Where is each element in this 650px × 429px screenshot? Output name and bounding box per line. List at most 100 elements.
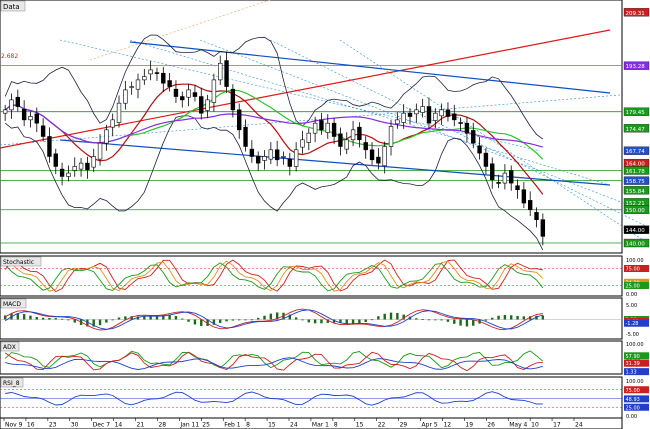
- macd-histogram-bar: [174, 316, 178, 320]
- rsi-lines: [0, 389, 622, 408]
- candle-body: [502, 172, 508, 184]
- price-tag-label: 140.00: [626, 242, 646, 248]
- tag-box-0: [624, 265, 649, 272]
- macd-histogram-bar: [162, 314, 165, 320]
- x-tick-label: 17: [553, 422, 561, 429]
- candle-body: [230, 88, 236, 111]
- tag-box-2: [624, 403, 649, 411]
- x-tick-label: 24: [290, 422, 298, 429]
- macd-histogram-bar: [67, 319, 70, 321]
- macd-histogram-bar: [421, 319, 424, 320]
- macd-histogram-bar: [48, 318, 51, 320]
- tag-box-1: [624, 395, 649, 403]
- band-lower: [4, 115, 544, 251]
- macd-histogram-bar: [294, 317, 298, 320]
- candle-body: [28, 116, 33, 121]
- macd-histogram-bar: [168, 314, 171, 320]
- tag-box-1: [624, 359, 649, 367]
- bollinger-bands: [4, 34, 544, 251]
- macd-histogram-bar: [383, 313, 386, 320]
- macd-frame: [0, 297, 623, 340]
- macd-histogram-bar: [503, 314, 507, 320]
- price-tag-box-6: [623, 166, 650, 175]
- candle-body: [53, 153, 58, 167]
- adx-title: ADX: [3, 344, 16, 351]
- candle-body: [420, 106, 425, 113]
- macd-histogram-bar: [193, 319, 197, 325]
- adx-lines: [4, 350, 544, 372]
- blue-resistance-line: [129, 41, 611, 94]
- macd-histogram-bar: [16, 313, 20, 320]
- price-tag-label: 150.00: [626, 208, 646, 214]
- candle-body: [211, 79, 217, 103]
- macd-histogram-bar: [225, 319, 228, 322]
- price-tag-box-11: [623, 225, 650, 234]
- candle-body: [521, 189, 527, 204]
- x-tick-label: 21: [137, 422, 145, 429]
- x-tick-label: 28: [158, 422, 166, 429]
- price-tag-box-4: [623, 146, 650, 155]
- candle-body: [395, 119, 400, 125]
- candle-body: [180, 96, 185, 101]
- main-panel-title-box: [0, 0, 26, 12]
- macd-histogram-bar: [105, 319, 108, 323]
- x-tick-label: Nov 9: [5, 422, 23, 429]
- candle-body: [59, 168, 65, 177]
- candle-body: [382, 146, 387, 167]
- macd-histogram-bar: [522, 316, 526, 320]
- x-tick-label: 19: [465, 422, 473, 429]
- macd-histogram-bar: [269, 313, 273, 320]
- macd-histogram-bar: [402, 314, 405, 320]
- candle-body: [205, 99, 210, 111]
- x-tick-label: 25: [202, 422, 210, 429]
- macd-histogram-bar: [339, 319, 342, 323]
- price-levels: [0, 65, 622, 244]
- price-tag-box-3: [623, 124, 650, 133]
- blue-support-line: [59, 139, 611, 186]
- candle-body: [357, 126, 362, 141]
- x-tick-label: 15: [268, 422, 276, 429]
- candle-body: [338, 133, 343, 147]
- candle-body: [135, 79, 141, 90]
- macd-histogram-bar: [200, 319, 203, 326]
- macd-histogram-bar: [238, 319, 241, 321]
- tag-label: 57.90: [626, 354, 640, 360]
- x-tick-label: 23: [49, 422, 57, 429]
- price-tag-box-10: [623, 205, 650, 214]
- macd-histogram-bar: [92, 319, 95, 327]
- price-tag-box-7: [623, 176, 650, 185]
- candle-body: [268, 149, 274, 160]
- candle-body: [496, 182, 501, 184]
- macd-histogram-bar: [181, 318, 184, 320]
- band-upper: [4, 34, 544, 140]
- candle-body: [407, 112, 413, 117]
- ma-purple-line: [4, 104, 543, 148]
- macd-histogram-bar: [155, 315, 159, 320]
- candle-body: [414, 109, 419, 115]
- x-tick-label: 8: [334, 422, 338, 429]
- macd-histogram-bar: [124, 316, 127, 320]
- x-tick-label: Mar 1: [312, 422, 329, 429]
- macd-histogram-bar: [111, 319, 114, 321]
- candle-body: [47, 136, 52, 157]
- tag-box-2: [624, 319, 649, 327]
- level-label: 0.00: [626, 292, 637, 298]
- macd-histogram-bar: [465, 319, 469, 327]
- candle-body: [66, 172, 71, 177]
- macd-histogram-bar: [358, 319, 361, 324]
- candle-body: [306, 132, 311, 143]
- x-tick-label: Apr 5: [422, 422, 438, 429]
- macd-histogram-bar: [326, 319, 329, 323]
- macd-histogram-bar: [434, 319, 437, 321]
- x-tick-label: 16: [27, 422, 35, 429]
- candle-body: [426, 106, 432, 124]
- fib-fan-line-3: [269, 39, 650, 229]
- candle-body: [110, 119, 115, 128]
- candle-body: [161, 72, 166, 84]
- stochastic-title-box: [0, 256, 42, 267]
- tag-label: 1.33: [626, 370, 637, 376]
- macd-histogram-bar: [29, 315, 32, 320]
- stoch-slow-line: [4, 262, 544, 292]
- candle-body: [72, 166, 77, 171]
